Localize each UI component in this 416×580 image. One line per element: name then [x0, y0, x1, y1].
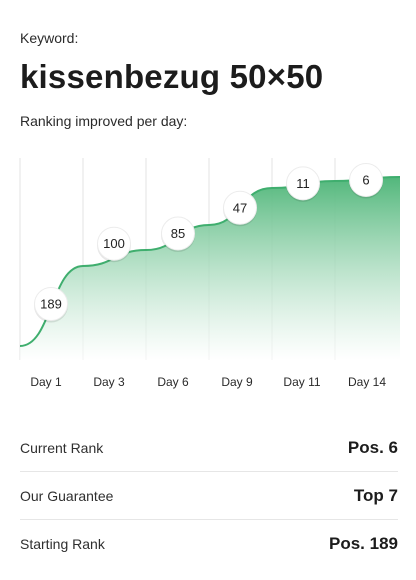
data-point-marker: [286, 166, 320, 201]
x-tick-label: Day 1: [30, 375, 62, 389]
keyword-title: kissenbezug 50×50: [20, 58, 324, 95]
x-tick-label: Day 11: [283, 375, 320, 389]
rank-area: [20, 177, 400, 360]
data-point-marker: [223, 190, 257, 225]
data-point: 100: [97, 226, 131, 263]
data-point: 6: [349, 163, 383, 199]
data-point-label: 189: [40, 297, 62, 312]
ranking-chart: 189 100 85 47 11 6 Day 1 Day 3 Day 6 Day 9 Day 11…: [19, 158, 401, 389]
data-point: 47: [223, 190, 257, 227]
data-point: 85: [161, 216, 195, 253]
keyword-label: Keyword:: [20, 30, 79, 46]
stat-label: Starting Rank: [20, 535, 105, 552]
data-point-label: 47: [233, 200, 247, 215]
data-point: 11: [286, 166, 320, 202]
stat-label: Current Rank: [20, 439, 104, 456]
x-tick-label: Day 6: [157, 375, 189, 389]
data-point-label: 100: [103, 236, 125, 251]
data-point-label: 6: [362, 173, 369, 188]
data-point-label: 85: [171, 226, 185, 241]
x-tick-label: Day 14: [348, 375, 386, 389]
rank-stats: Current Rank Pos. 6 Our Guarantee Top 7 …: [20, 424, 398, 567]
stat-label: Our Guarantee: [20, 487, 114, 504]
x-tick-label: Day 3: [93, 375, 125, 389]
x-tick-label: Day 9: [221, 375, 253, 389]
data-point: 189: [34, 287, 68, 323]
stat-row-current-rank: Current Rank Pos. 6: [20, 424, 398, 472]
data-point-marker: [34, 287, 68, 321]
rank-line: [19, 176, 401, 347]
data-point-marker: [97, 226, 131, 261]
stat-value: Pos. 189: [329, 533, 398, 553]
data-point-label: 11: [296, 176, 310, 191]
stat-value: Top 7: [353, 485, 398, 505]
stat-row-starting-rank: Starting Rank Pos. 189: [20, 520, 398, 567]
stat-value: Pos. 6: [347, 437, 398, 457]
data-point-marker: [349, 163, 383, 197]
data-point-marker: [161, 216, 195, 251]
ranking-subtitle: Ranking improved per day:: [20, 113, 188, 129]
stat-row-guarantee: Our Guarantee Top 7: [20, 472, 398, 520]
